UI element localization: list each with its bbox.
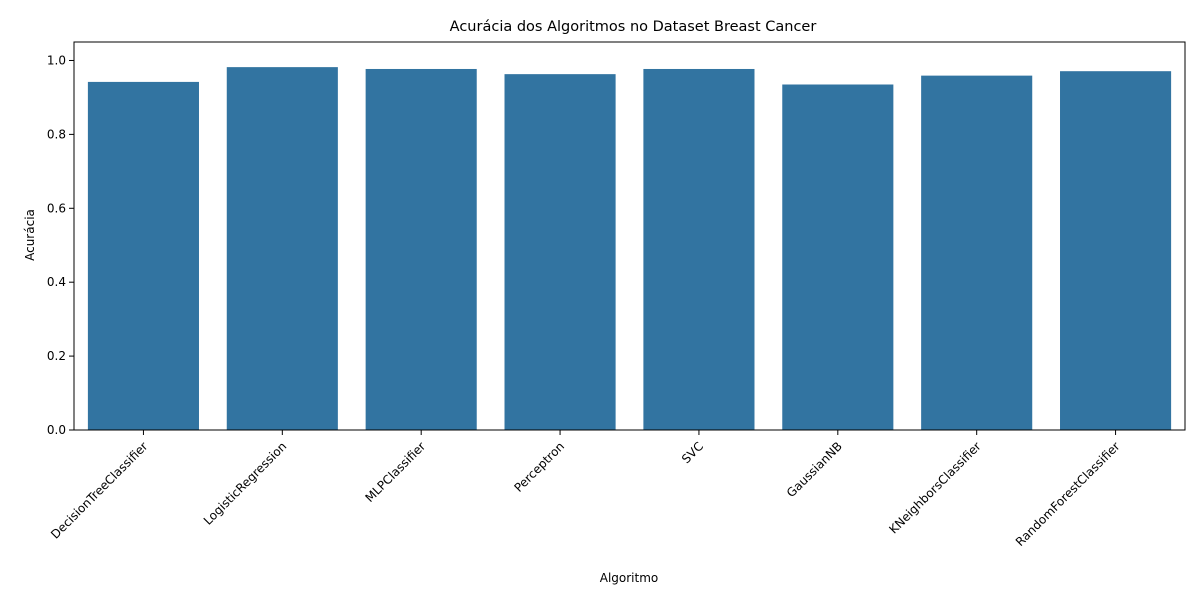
x-tick-label: DecisionTreeClassifier: [48, 439, 150, 541]
plot-frame: [73, 41, 1186, 431]
y-tick-label: 0.2: [47, 349, 66, 363]
x-tick-label: Perceptron: [511, 439, 567, 495]
x-tick-label: KNeighborsClassifier: [886, 439, 983, 536]
bars-group: [87, 67, 1172, 431]
bar-KNeighborsClassifier: [921, 75, 1033, 431]
x-axis: DecisionTreeClassifier LogisticRegression…: [48, 430, 1123, 549]
bar-RandomForestClassifier: [1060, 71, 1172, 430]
x-tick-label: MLPClassifier: [362, 439, 428, 505]
bar-GaussianNB: [782, 84, 894, 430]
y-tick-label: 0.8: [47, 127, 66, 141]
x-tick-label: GaussianNB: [784, 439, 845, 500]
y-tick-label: 0.0: [47, 423, 66, 437]
chart-title: Acurácia dos Algoritmos no Dataset Breas…: [450, 19, 817, 35]
y-tick-label: 0.6: [47, 201, 66, 215]
bar-LogisticRegression: [226, 67, 338, 430]
bar-DecisionTreeClassifier: [87, 81, 199, 430]
y-axis-label: Acurácia: [23, 209, 37, 261]
x-tick-label: SVC: [679, 439, 706, 466]
bar-Perceptron: [504, 74, 616, 431]
bar-MLPClassifier: [365, 68, 477, 431]
y-axis: 0.0 0.2 0.4 0.6 0.8 1.0: [47, 53, 74, 437]
x-axis-label: Algoritmo: [600, 571, 659, 585]
y-tick-label: 1.0: [47, 53, 66, 67]
x-tick-label: LogisticRegression: [201, 439, 290, 528]
x-tick-label: RandomForestClassifier: [1013, 439, 1123, 549]
bar-SVC: [643, 68, 755, 431]
y-tick-label: 0.4: [47, 275, 66, 289]
